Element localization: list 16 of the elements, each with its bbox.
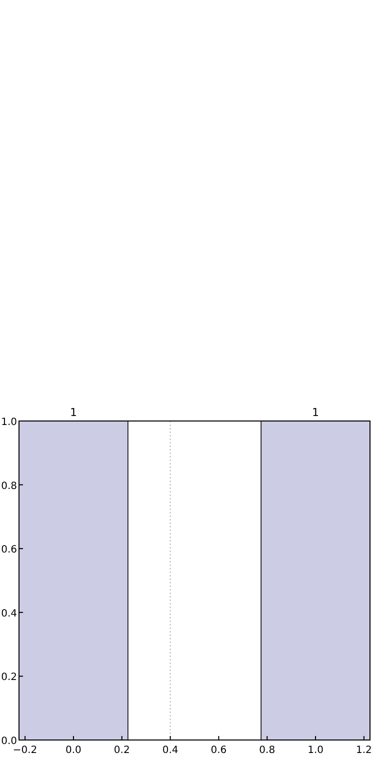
y-tick-label: 0.8 [1,480,17,492]
x-tick-label: 0.8 [259,745,276,756]
y-tick-label: 0.2 [1,672,17,684]
x-tick-label: 0.6 [210,745,227,756]
x-tick-label: 0.4 [162,745,178,756]
y-tick-label: 0.0 [1,736,17,747]
y-tick-label: 1.0 [1,417,17,428]
y-tick-label: 0.6 [1,544,17,556]
data-label: 1 [312,406,320,419]
x-tick-label: 0.0 [66,745,82,756]
x-tick-label: 1.2 [356,745,372,756]
x-tick-label: −0.2 [12,745,38,756]
x-tick-label: 0.2 [114,745,130,756]
y-tick-label: 0.4 [1,608,17,620]
data-label: 1 [70,406,77,419]
x-tick-label: 1.0 [308,745,324,756]
